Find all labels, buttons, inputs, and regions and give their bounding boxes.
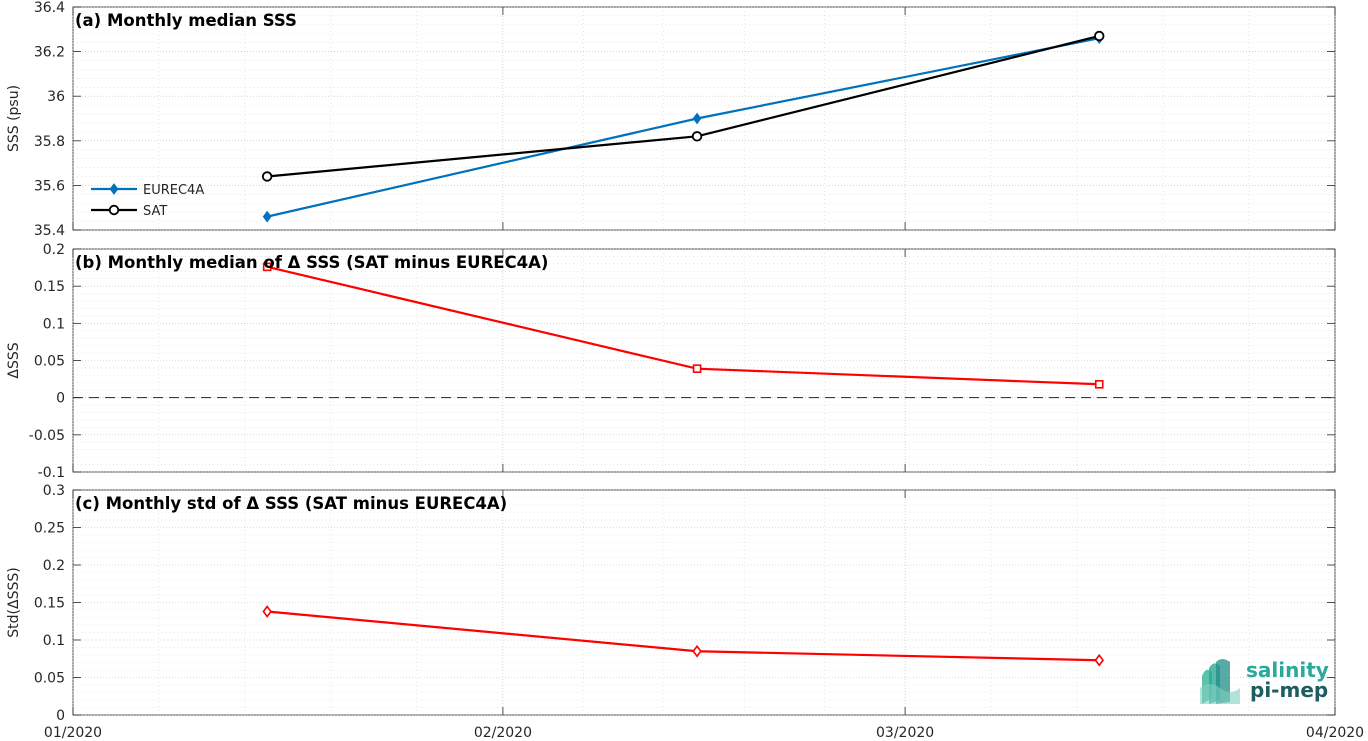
circle-marker — [108, 204, 120, 216]
y-axis-label: Std(ΔSSS) — [6, 567, 22, 637]
y-tick-label: -0.1 — [38, 465, 65, 481]
panel-1: 35.4 35.6 35.8 36 36.2 36.4 SSS (psu) EUREC4A SA… — [6, 0, 1336, 239]
series-line-1 — [262, 262, 1104, 389]
y-tick-label: 35.6 — [34, 178, 65, 194]
diamond-marker — [692, 644, 702, 658]
square-marker — [1094, 379, 1104, 389]
x-tick-labels: 01/2020 02/2020 03/2020 04/2020 — [44, 725, 1364, 741]
x-tick-label: 03/2020 — [876, 725, 934, 741]
legend-item-eurec4a: EUREC4A — [91, 183, 204, 198]
square-marker — [262, 262, 272, 272]
y-tick-label: -0.05 — [29, 428, 65, 444]
circle-marker — [261, 171, 273, 182]
series-line-1 — [262, 605, 1104, 667]
x-tick-label: 04/2020 — [1306, 725, 1364, 741]
x-tick-label: 01/2020 — [44, 725, 102, 741]
legend-item-sat: SAT — [91, 204, 167, 219]
y-tick-label: 0.25 — [34, 521, 65, 537]
diamond-marker — [262, 210, 272, 223]
grid — [72, 6, 1336, 231]
panel-title: (a) Monthly median SSS — [75, 11, 297, 30]
y-tick-label: 0 — [56, 391, 65, 407]
y-axis-label: ΔSSS — [6, 342, 22, 378]
diamond-marker — [692, 112, 702, 125]
logo-line1: salinity — [1246, 658, 1329, 682]
y-tick-label: 0.15 — [34, 279, 65, 295]
grid — [72, 248, 1336, 473]
y-tick-label: 0.3 — [43, 483, 65, 499]
grid — [72, 489, 1336, 716]
square-marker — [692, 364, 702, 373]
diamond-marker — [1094, 653, 1104, 667]
y-tick-label: 0.15 — [34, 596, 65, 612]
logo-line2: pi-mep — [1250, 678, 1328, 702]
legend-label: SAT — [143, 204, 167, 219]
circle-marker — [691, 131, 703, 142]
y-tick-label: 36.4 — [34, 0, 65, 16]
panel-title: (b) Monthly median of Δ SSS (SAT minus E… — [75, 253, 548, 272]
y-tick-label: 35.4 — [34, 223, 65, 239]
diamond-marker — [262, 605, 272, 618]
diamond-marker — [109, 183, 119, 195]
y-tick-label: 0.1 — [43, 633, 65, 649]
plot-area — [72, 6, 1336, 231]
legend-label: EUREC4A — [143, 183, 204, 198]
y-tick-label: 0.05 — [34, 671, 65, 687]
y-tick-label: 0 — [56, 708, 65, 724]
y-tick-label: 0.2 — [43, 242, 65, 258]
x-tick-label: 02/2020 — [474, 725, 532, 741]
y-tick-label: 35.8 — [34, 134, 65, 150]
y-tick-label: 0.2 — [43, 558, 65, 574]
y-tick-label: 36 — [47, 89, 65, 105]
panel-2: -0.1 -0.05 0 0.05 0.1 0.15 0.2 ΔSSS (b) Monthly … — [6, 242, 1336, 481]
panel-title: (c) Monthly std of Δ SSS (SAT minus EURE… — [75, 494, 507, 513]
y-tick-label: 36.2 — [34, 45, 65, 61]
circle-marker — [1094, 30, 1105, 42]
series-sat — [261, 30, 1105, 182]
y-tick-label: 0.1 — [43, 316, 65, 332]
y-tick-label: 0.05 — [34, 354, 65, 370]
legend: EUREC4A SAT — [91, 183, 204, 219]
y-axis-label: SSS (psu) — [6, 85, 22, 152]
salinity-pi-mep-logo: salinity pi-mep — [1200, 658, 1329, 704]
panel-3: 0 0.05 0.1 0.15 0.2 0.25 0.3 Std(ΔSSS) (c) Month… — [6, 483, 1336, 724]
